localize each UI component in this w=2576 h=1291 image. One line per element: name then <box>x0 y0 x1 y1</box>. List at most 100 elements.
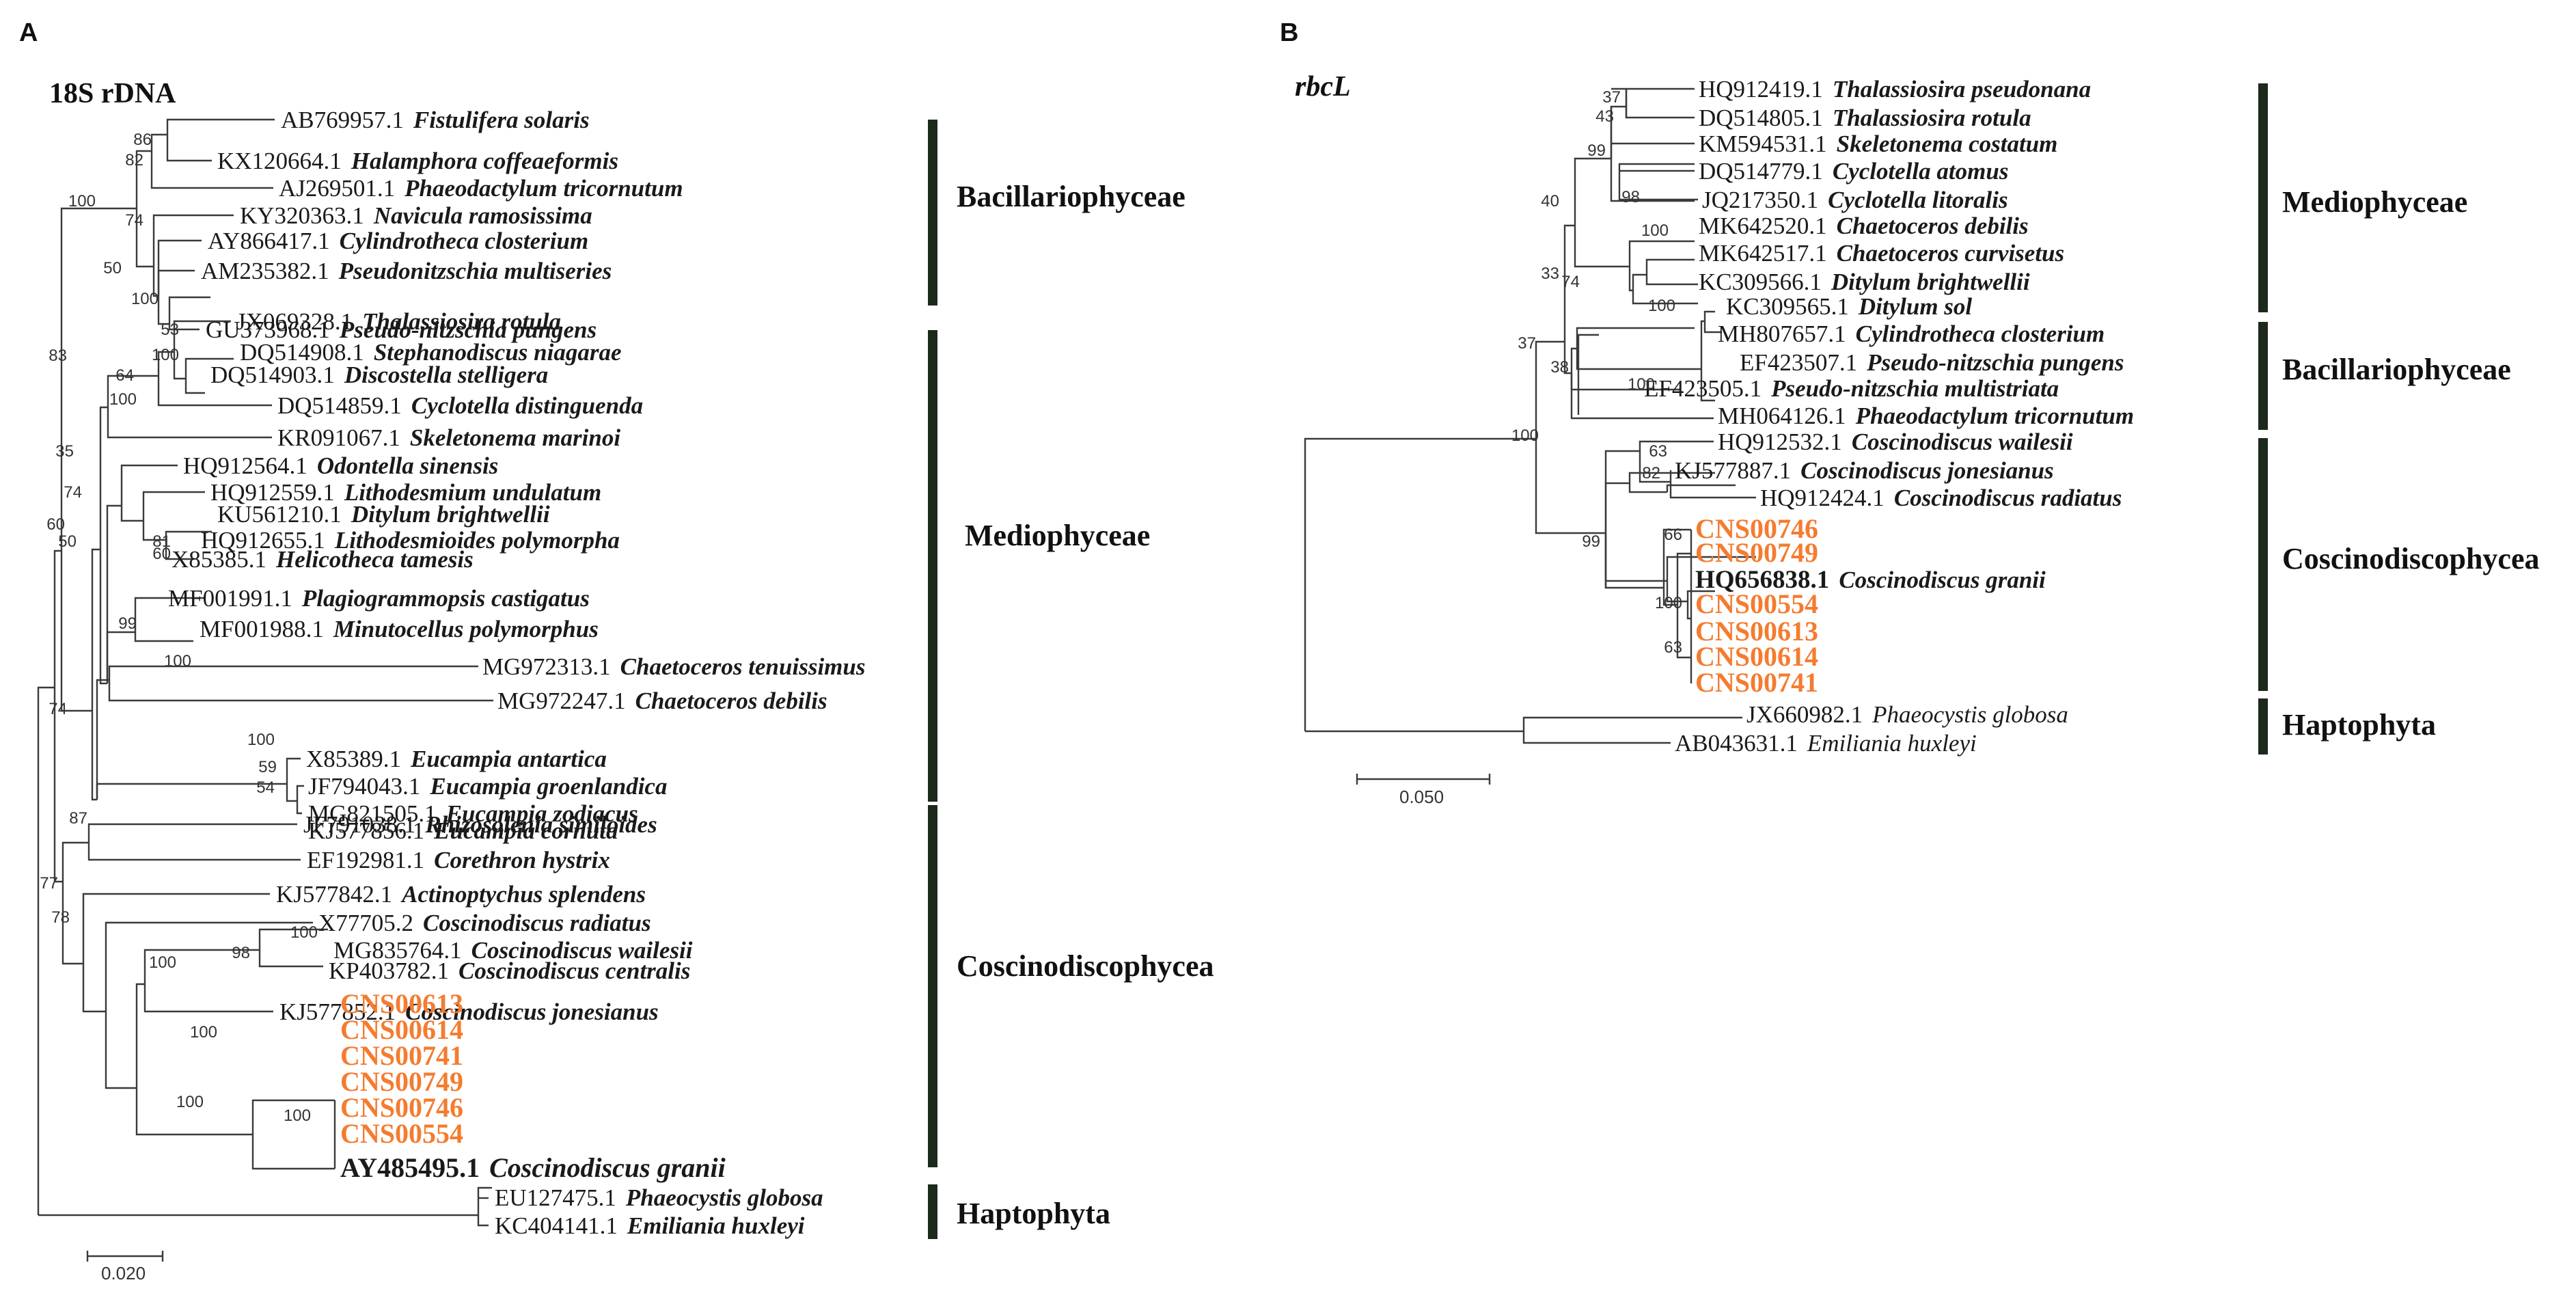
leaf-a-6: GU373968.1 Pseudo-nitzschia pungens <box>206 316 597 343</box>
leaf-a-39: EU127475.1 Phaeocystis globosa <box>495 1184 823 1211</box>
bootstrap-a-21: 54 <box>256 778 275 797</box>
bootstrap-a-17: 60 <box>46 515 65 534</box>
leaf-b-7: KC309566.1 Ditylum brightwellii <box>1699 269 2030 295</box>
bootstrap-b-10: 38 <box>1550 358 1569 377</box>
bootstrap-b-6: 33 <box>1541 264 1559 283</box>
leaf-b-23: JX660982.1 Phaeocystis globosa <box>1746 701 2068 728</box>
leaf-b-21: CNS00614 <box>1695 641 1818 672</box>
leaf-b-24: AB043631.1 Emiliania huxleyi <box>1675 730 1977 757</box>
bootstrap-b-3: 98 <box>1621 188 1640 206</box>
scale-label-b: 0.050 <box>1399 787 1444 807</box>
leaf-b-1: DQ514805.1 Thalassiosira rotula <box>1699 105 2031 131</box>
leaf-a-4: AY866417.1 Cylindrotheca closterium <box>208 228 588 254</box>
leaf-a-17: MF001991.1 Plagiogrammopsis castigatus <box>168 585 590 612</box>
leaf-b-2: KM594531.1 Skeletonema costatum <box>1699 131 2057 157</box>
leaf-a-12: HQ912564.1 Odontella sinensis <box>183 452 498 479</box>
bar-coscinodiscophycea-a <box>928 805 937 1167</box>
clade-label-bacillariophyceae-a: Bacillariophyceae <box>957 180 1186 213</box>
leaf-a-7: JX069328.1 Thalassiosira rotula <box>236 308 561 335</box>
clade-label-haptophyta-a: Haptophyta <box>957 1197 1110 1230</box>
bootstrap-a-23: 87 <box>69 809 87 828</box>
leaf-b-13: HQ912532.1 Coscinodiscus wailesii <box>1718 429 2073 455</box>
leaf-a-38: AY485495.1 Coscinodiscus granii <box>340 1152 726 1183</box>
leaf-a-0: AB769957.1 Fistulifera solaris <box>281 107 590 133</box>
leaf-b-10: EF423507.1 Pseudo-nitzschia pungens <box>1740 349 2124 376</box>
leaf-a-27: KJ577842.1 Actinoptychus splendens <box>276 881 646 908</box>
leaf-b-8: KC309565.1 Ditylum sol <box>1726 293 1972 320</box>
clade-label-coscinodiscophycea-a: Coscinodiscophycea <box>957 949 1214 983</box>
leaf-a-24: KJ577856.1 Eucampia cornuta <box>308 817 618 844</box>
leaf-b-15: HQ912424.1 Coscinodiscus radiatus <box>1760 485 2122 511</box>
clade-label-coscinodiscophycea-b: Coscinodiscophycea <box>2282 542 2539 575</box>
bootstrap-b-16: 66 <box>1664 526 1682 544</box>
leaf-b-4: JQ217350.1 Cyclotella litoralis <box>1702 187 2008 213</box>
bootstrap-a-2: 100 <box>68 192 96 210</box>
bootstrap-a-12: 50 <box>58 532 77 551</box>
leaf-b-5: MK642520.1 Chaetoceros debilis <box>1699 213 2029 239</box>
bootstrap-a-27: 98 <box>232 944 250 962</box>
bootstrap-b-15: 99 <box>1582 532 1600 551</box>
scale-label-a: 0.020 <box>101 1263 146 1283</box>
bootstrap-b-7: 74 <box>1561 273 1580 291</box>
leaf-b-16: CNS00746 <box>1695 513 1818 544</box>
leaf-a-10: DQ514859.1 Cyclotella distinguenda <box>277 392 643 419</box>
leaf-a-16: X85385.1 Helicotheca tamesis <box>172 546 474 573</box>
bootstrap-a-1: 82 <box>125 151 143 169</box>
leaf-a-28: X77705.2 Coscinodiscus radiatus <box>318 910 651 936</box>
leaf-b-17: CNS00749 <box>1695 537 1818 568</box>
leaf-a-26: EF192981.1 Corethron hystrix <box>307 847 610 873</box>
leaf-b-9: MH807657.1 Cylindrotheca closterium <box>1718 321 2105 347</box>
bootstrap-a-10: 35 <box>55 442 74 461</box>
leaf-b-20: CNS00613 <box>1695 616 1818 647</box>
leaf-a-19: MG972313.1 Chaetoceros tenuissimus <box>482 653 865 680</box>
leaf-a-23: MG821505.1 Eucampia zodiacus <box>308 800 638 827</box>
clade-label-bacillariophyceae-b: Bacillariophyceae <box>2282 353 2511 386</box>
bootstrap-a-29: 100 <box>190 1023 217 1042</box>
leaf-a-22: JF794043.1 Eucampia groenlandica <box>308 773 667 800</box>
bar-haptophyta-b <box>2258 698 2268 755</box>
leaf-a-32: CNS00613 <box>340 988 463 1019</box>
bar-mediophyceae-a <box>928 330 937 802</box>
leaf-a-21: X85389.1 Eucampia antartica <box>306 746 607 772</box>
bootstrap-a-19: 100 <box>247 731 275 749</box>
bar-coscinodiscophycea-b <box>2258 438 2268 691</box>
leaf-b-3: DQ514779.1 Cyclotella atomus <box>1699 158 2008 185</box>
bootstrap-b-8: 100 <box>1648 297 1675 315</box>
leaf-b-14: KJ577887.1 Coscinodiscus jonesianus <box>1675 457 2054 484</box>
leaf-a-2: AJ269501.1 Phaeodactylum tricornutum <box>279 175 683 202</box>
bootstrap-a-6: 53 <box>161 321 179 339</box>
leaf-b-0: HQ912419.1 Thalassiosira pseudonana <box>1699 76 2091 103</box>
bootstrap-b-2: 99 <box>1587 141 1606 160</box>
bootstrap-a-5: 100 <box>131 290 159 308</box>
bootstrap-a-4: 50 <box>103 259 122 277</box>
bootstrap-a-8: 64 <box>115 366 134 385</box>
leaf-a-15: HQ912655.1 Lithodesmioides polymorpha <box>201 527 620 554</box>
leaf-b-22: CNS00741 <box>1695 667 1818 698</box>
leaf-a-30: KP403782.1 Coscinodiscus centralis <box>329 957 690 984</box>
bootstrap-a-14: 60 <box>152 545 171 563</box>
bootstrap-b-18: 63 <box>1664 638 1682 657</box>
bar-haptophyta-a <box>928 1184 937 1239</box>
bootstrap-a-30: 100 <box>176 1093 204 1111</box>
bootstrap-a-16: 83 <box>49 346 67 365</box>
leaf-a-33: CNS00614 <box>340 1014 463 1045</box>
leaf-a-25: JF791038.1 Rhizosolenia similoides <box>303 811 657 838</box>
leaf-b-18: HQ656838.1 Coscinodiscus granii <box>1695 566 2046 594</box>
bootstrap-b-11: 100 <box>1628 375 1655 394</box>
bootstrap-a-13: 81 <box>152 532 171 551</box>
bar-mediophyceae-b <box>2258 83 2268 312</box>
panel-b-label: B <box>1280 18 1298 47</box>
bootstrap-b-13: 63 <box>1649 442 1667 461</box>
bootstrap-b-0: 37 <box>1602 88 1621 107</box>
leaf-b-11: EF423505.1 Pseudo-nitzschia multistriata <box>1644 375 2059 402</box>
bootstrap-a-24: 77 <box>40 874 58 893</box>
bootstrap-a-3: 74 <box>125 211 143 230</box>
leaf-a-3: KY320363.1 Navicula ramosissima <box>240 202 592 229</box>
leaf-a-37: CNS00554 <box>340 1118 463 1149</box>
clade-label-mediophyceae-b: Mediophyceae <box>2282 185 2467 219</box>
leaf-a-11: KR091067.1 Skeletonema marinoi <box>277 424 620 451</box>
bootstrap-b-4: 40 <box>1541 192 1559 210</box>
leaf-a-13: HQ912559.1 Lithodesmium undulatum <box>210 479 601 506</box>
leaf-a-29: MG835764.1 Coscinodiscus wailesii <box>333 937 693 964</box>
